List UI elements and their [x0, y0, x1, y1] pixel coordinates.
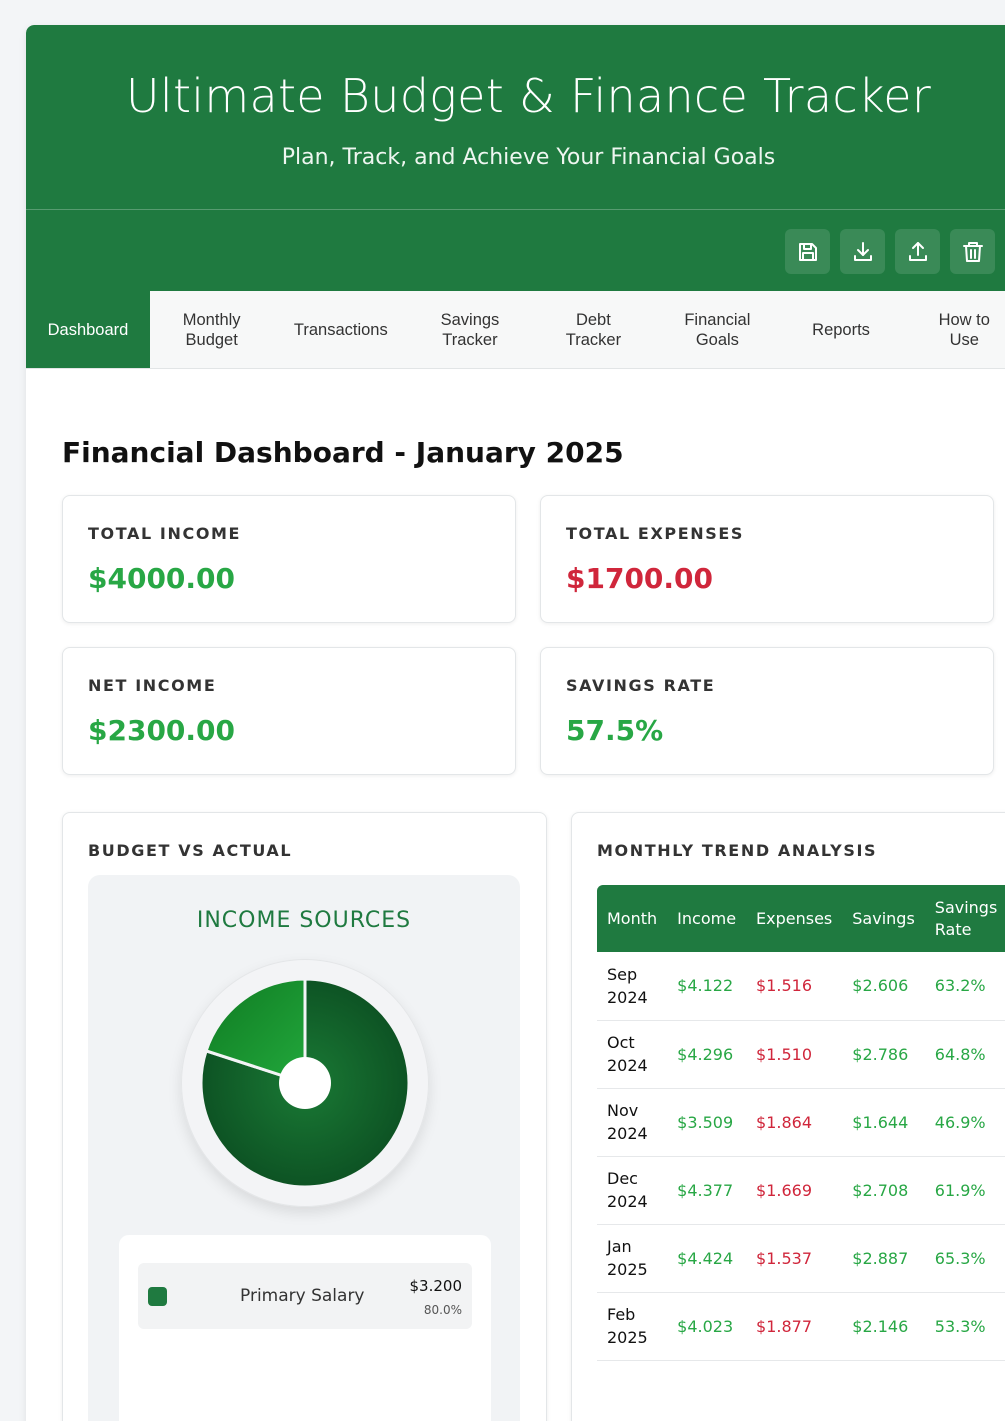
- cell-expenses: $1.537: [746, 1224, 843, 1293]
- total-income-card: TOTAL INCOME $4000.00: [62, 495, 516, 623]
- cell-income: $4.424: [667, 1224, 747, 1293]
- card-value: $4000.00: [88, 562, 236, 595]
- card-value: $2300.00: [88, 714, 236, 747]
- cell-income: $4.023: [667, 1292, 747, 1361]
- app-header: Ultimate Budget & Finance Tracker Plan, …: [26, 25, 1005, 291]
- card-label: NET INCOME: [88, 676, 217, 695]
- panel-title: BUDGET VS ACTUAL: [88, 841, 293, 860]
- table-row: Nov 2024 $3.509 $1.864 $1.644 46.9%: [597, 1088, 1005, 1157]
- income-pie-chart: [199, 977, 411, 1189]
- download-icon: [853, 241, 872, 261]
- cell-income: $4.122: [667, 952, 747, 1021]
- cell-expenses: $1.877: [746, 1292, 843, 1361]
- income-sources-chart-card: INCOME SOURCES: [88, 875, 520, 1421]
- tab-transactions[interactable]: Transactions: [293, 320, 388, 339]
- cell-month: Dec 2024: [597, 1156, 668, 1225]
- card-value: $1700.00: [566, 562, 714, 595]
- legend-percent: 80.0%: [423, 1303, 462, 1317]
- cell-month: Feb 2025: [597, 1292, 668, 1361]
- column-header: Savings Rate: [934, 897, 998, 939]
- cell-expenses: $1.669: [746, 1156, 843, 1225]
- monthly-trend-panel: MONTHLY TREND ANALYSIS Month Income Expe…: [571, 812, 1005, 1421]
- download-button[interactable]: [840, 229, 885, 274]
- pie-slice: [204, 977, 307, 1086]
- cell-rate: 65.3%: [924, 1224, 1005, 1293]
- cell-savings: $2.708: [842, 1156, 925, 1225]
- toolbar: [785, 229, 995, 274]
- cell-rate: 61.9%: [924, 1156, 1005, 1225]
- cell-rate: 53.3%: [924, 1292, 1005, 1361]
- table-row: Dec 2024 $4.377 $1.669 $2.708 61.9%: [597, 1156, 1005, 1225]
- card-label: TOTAL INCOME: [88, 524, 242, 543]
- table-row: Jan 2025 $4.424 $1.537 $2.887 65.3%: [597, 1224, 1005, 1293]
- save-button[interactable]: [785, 229, 830, 274]
- tab-savings-tracker[interactable]: Savings Tracker: [440, 310, 500, 349]
- cell-expenses: $1.516: [746, 952, 843, 1021]
- table-row: Oct 2024 $4.296 $1.510 $2.786 64.8%: [597, 1020, 1005, 1089]
- card-label: SAVINGS RATE: [566, 676, 716, 695]
- table-row: Sep 2024 $4.122 $1.516 $2.606 63.2%: [597, 952, 1005, 1021]
- legend-amount: $3.200: [409, 1277, 463, 1295]
- app-window: Ultimate Budget & Finance Tracker Plan, …: [26, 25, 1005, 1421]
- cell-income: $3.509: [667, 1088, 747, 1157]
- legend-name: Primary Salary: [240, 1286, 365, 1306]
- table-header-row: Month Income Expenses Savings Savings Ra…: [597, 885, 1005, 952]
- cell-rate: 64.8%: [924, 1020, 1005, 1089]
- column-header: Savings: [852, 908, 915, 928]
- cell-rate: 46.9%: [924, 1088, 1005, 1157]
- tab-dashboard[interactable]: Dashboard: [26, 291, 150, 368]
- cell-savings: $2.786: [842, 1020, 925, 1089]
- tab-financial-goals[interactable]: Financial Goals: [684, 310, 751, 349]
- app-subtitle: Plan, Track, and Achieve Your Financial …: [281, 145, 776, 170]
- cell-savings: $2.887: [842, 1224, 925, 1293]
- page-title: Financial Dashboard - January 2025: [62, 436, 624, 469]
- chart-legend: Primary Salary $3.200 80.0%: [119, 1235, 491, 1421]
- legend-swatch: [148, 1287, 167, 1306]
- cell-month: Nov 2024: [597, 1088, 668, 1157]
- net-income-card: NET INCOME $2300.00: [62, 647, 516, 775]
- column-header: Expenses: [756, 908, 833, 928]
- card-value: 57.5%: [566, 714, 664, 747]
- tab-debt-tracker[interactable]: Debt Tracker: [565, 310, 622, 349]
- cell-rate: 63.2%: [924, 952, 1005, 1021]
- upload-icon: [908, 241, 927, 261]
- savings-rate-card: SAVINGS RATE 57.5%: [540, 647, 994, 775]
- cell-month: Jan 2025: [597, 1224, 668, 1293]
- upload-button[interactable]: [895, 229, 940, 274]
- trend-table: Month Income Expenses Savings Savings Ra…: [597, 885, 1005, 1361]
- legend-item: Primary Salary $3.200 80.0%: [138, 1263, 472, 1329]
- chart-title: INCOME SOURCES: [196, 908, 412, 933]
- column-header: Month: [607, 908, 658, 928]
- tab-bar: Dashboard Monthly Budget Transactions Sa…: [26, 291, 1005, 369]
- trash-icon: [962, 241, 983, 262]
- tab-monthly-budget[interactable]: Monthly Budget: [182, 310, 241, 349]
- pie-slice: [199, 977, 411, 1189]
- card-label: TOTAL EXPENSES: [566, 524, 745, 543]
- panel-title: MONTHLY TREND ANALYSIS: [597, 841, 878, 860]
- cell-income: $4.377: [667, 1156, 747, 1225]
- cell-month: Oct 2024: [597, 1020, 668, 1089]
- total-expenses-card: TOTAL EXPENSES $1700.00: [540, 495, 994, 623]
- cell-income: $4.296: [667, 1020, 747, 1089]
- app-title: Ultimate Budget & Finance Tracker: [125, 69, 932, 123]
- cell-savings: $2.146: [842, 1292, 925, 1361]
- cell-savings: $1.644: [842, 1088, 925, 1157]
- tab-how-to-use[interactable]: How to Use: [938, 310, 990, 349]
- cell-savings: $2.606: [842, 952, 925, 1021]
- save-icon: [798, 242, 817, 261]
- header-divider: [26, 209, 1005, 210]
- table-row: Feb 2025 $4.023 $1.877 $2.146 53.3%: [597, 1292, 1005, 1361]
- cell-expenses: $1.510: [746, 1020, 843, 1089]
- budget-vs-actual-panel: BUDGET VS ACTUAL INCOME SOURCES: [62, 812, 547, 1421]
- cell-expenses: $1.864: [746, 1088, 843, 1157]
- delete-button[interactable]: [950, 229, 995, 274]
- cell-month: Sep 2024: [597, 952, 668, 1021]
- pie-chart-frame: [181, 959, 429, 1207]
- column-header: Income: [677, 908, 737, 928]
- tab-reports[interactable]: Reports: [812, 320, 870, 339]
- pie-center-hole: [279, 1057, 331, 1109]
